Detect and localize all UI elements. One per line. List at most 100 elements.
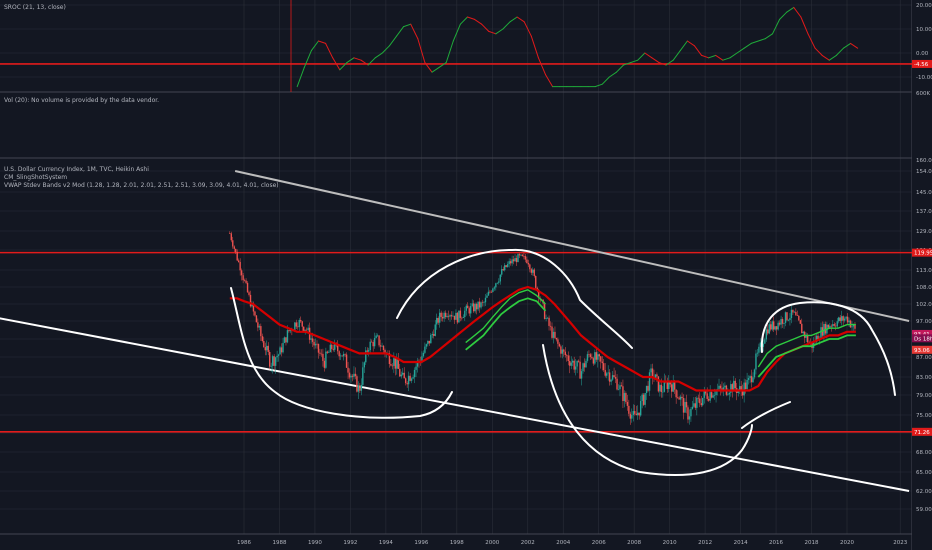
candle-body — [634, 411, 636, 414]
candle-body — [481, 302, 484, 303]
candle-body — [699, 398, 701, 404]
candle-body — [719, 385, 722, 389]
candle-body — [620, 385, 623, 387]
candle-body — [348, 372, 351, 378]
candle-body — [363, 362, 366, 368]
time-tick-label: 1992 — [343, 540, 357, 546]
hand-drawn-curve — [760, 301, 896, 396]
time-tick-label: 1990 — [308, 540, 322, 546]
price-tick-label: 129.00 — [916, 229, 932, 235]
candle-body — [675, 389, 677, 398]
hand-drawn-curve — [396, 248, 633, 349]
candle-body — [472, 303, 475, 312]
candle-body — [301, 321, 303, 327]
candle-body — [676, 397, 679, 398]
sroc-panel[interactable] — [0, 0, 912, 92]
sroc-segment — [502, 21, 511, 30]
trendline[interactable] — [234, 170, 910, 322]
candle-body — [746, 379, 748, 390]
sroc-segment — [339, 62, 348, 71]
candle-body — [657, 376, 660, 392]
candle-body — [832, 324, 834, 327]
candle-body — [237, 260, 240, 263]
sroc-segment — [601, 76, 610, 85]
candle-body — [678, 397, 680, 400]
candle-body — [360, 384, 363, 391]
candle-body — [549, 325, 552, 327]
candle-body — [288, 330, 290, 332]
price-tick-label: 62.00 — [916, 489, 932, 495]
price-axis[interactable]: 20.00 10.00 0.00 -10.00 600K 160.00 154.00 145.… — [912, 0, 932, 550]
candle-body — [702, 397, 704, 406]
candle-body — [629, 413, 632, 419]
candle-body — [310, 338, 312, 340]
sroc-segment — [516, 16, 525, 23]
candle-body — [718, 385, 720, 390]
price-panel[interactable] — [0, 170, 912, 492]
candle-body — [802, 331, 804, 334]
candle-body — [707, 398, 710, 401]
candle-body — [413, 369, 416, 378]
candle-body — [842, 316, 844, 321]
candle-body — [854, 324, 856, 329]
hand-drawn-annotations — [230, 248, 896, 477]
candle-body — [279, 347, 281, 355]
candle-body — [514, 258, 516, 262]
candle-body — [285, 337, 287, 343]
candle-body — [438, 312, 441, 323]
candle-body — [254, 311, 256, 316]
sroc-segment — [786, 6, 795, 13]
candle-body — [379, 345, 382, 347]
candle-body — [548, 317, 550, 326]
sroc-label: SROC (21, 13, close) — [4, 4, 66, 11]
price-badge — [912, 329, 932, 338]
price-tick-label: 154.00 — [916, 169, 932, 175]
sroc-segment — [764, 33, 774, 40]
candle-body — [276, 355, 278, 358]
candle-body — [592, 358, 595, 364]
candle-body — [421, 356, 423, 363]
candle-body — [644, 393, 646, 405]
candle-body — [622, 386, 624, 402]
candle-body — [271, 356, 274, 366]
sroc-segment — [842, 42, 852, 49]
sroc-segment — [701, 54, 710, 59]
candle-body — [402, 372, 404, 375]
candle-body — [616, 378, 618, 390]
candle-body — [249, 294, 252, 307]
sroc-segment — [793, 6, 802, 18]
hand-drawn-curve — [230, 287, 453, 419]
sroc-segment — [772, 18, 781, 35]
candle-body — [339, 355, 342, 357]
sroc-segment — [346, 57, 355, 64]
candle-body — [749, 376, 751, 379]
candle-body — [679, 396, 682, 400]
candle-body — [317, 343, 320, 353]
candle-body — [815, 335, 818, 343]
candle-body — [342, 353, 345, 357]
candle-body — [668, 381, 670, 389]
candle-body — [817, 335, 819, 341]
candle-body — [297, 326, 299, 328]
candle-body — [727, 394, 729, 396]
candle-body — [458, 310, 460, 323]
candle-body — [520, 254, 522, 256]
candle-body — [563, 349, 565, 352]
candle-body — [786, 312, 788, 321]
candle-body — [345, 354, 348, 368]
time-tick-label: 2004 — [556, 540, 570, 546]
candle-body — [357, 385, 360, 392]
candle-body — [436, 317, 438, 325]
candle-body — [447, 315, 450, 317]
time-tick-label: 1998 — [450, 540, 464, 546]
candle-body — [608, 372, 611, 382]
candle-body — [771, 321, 773, 330]
candle-body — [410, 378, 413, 381]
candle-body — [571, 360, 574, 363]
candle-body — [852, 324, 855, 327]
candle-body — [591, 356, 593, 359]
candle-body — [239, 262, 241, 271]
candle-body — [461, 317, 463, 319]
time-axis[interactable]: 1986 1988 1990 1992 1994 1996 1998 2000 2002 2004… — [237, 540, 908, 546]
